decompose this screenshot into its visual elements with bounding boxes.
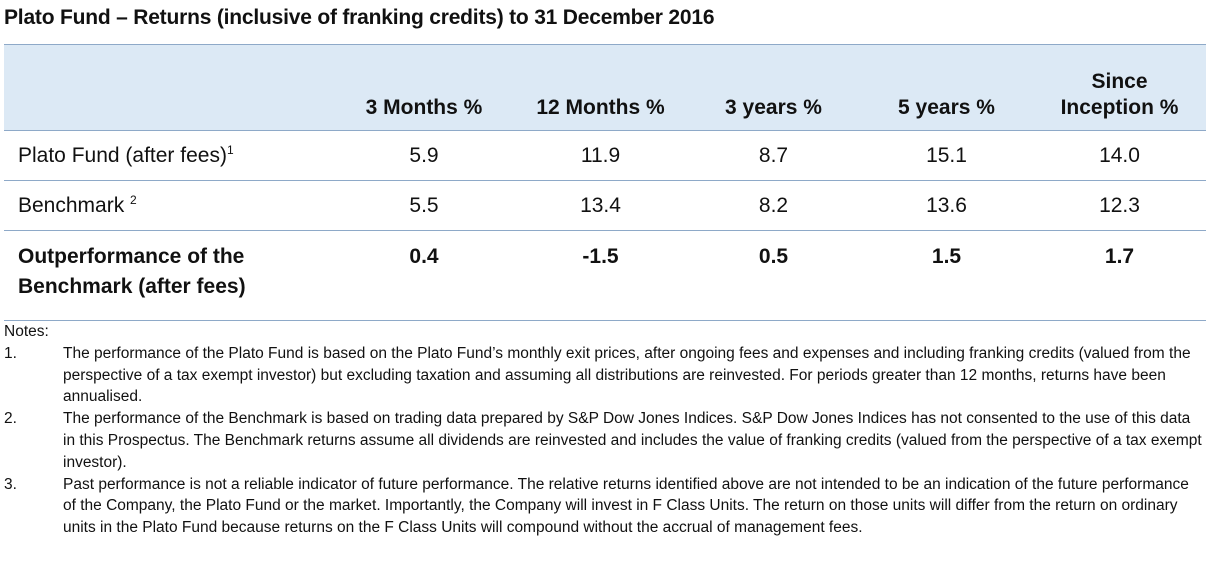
note-text: The performance of the Plato Fund is bas… [63, 344, 1191, 406]
cell-value: 1.5 [931, 245, 962, 268]
page-title: Plato Fund – Returns (inclusive of frank… [4, 6, 715, 29]
header-blank [4, 44, 334, 131]
row-label-benchmark: Benchmark 2 [4, 181, 334, 231]
row-label-line2: Benchmark (after fees) [18, 275, 246, 298]
cell-value: 5.5 [409, 193, 439, 217]
note-item: 1. The performance of the Plato Fund is … [4, 343, 1204, 408]
cell-value: -1.5 [582, 245, 619, 268]
cell-value: 1.7 [1104, 245, 1135, 268]
table-row-benchmark: Benchmark 2 5.5 13.4 8.2 13.6 12.3 [4, 181, 1206, 231]
header-since-line1: Since [1091, 70, 1148, 93]
notes-section: Notes: 1. The performance of the Plato F… [4, 321, 1204, 539]
cell-value: 5.9 [409, 143, 439, 167]
header-5-years: 5 years % [860, 44, 1033, 131]
row-label-outperformance: Outperformance of the Benchmark (after f… [4, 231, 334, 321]
header-12-months: 12 Months % [514, 44, 687, 131]
cell-value: 8.7 [758, 143, 789, 167]
returns-table: 3 Months % 12 Months % 3 years % 5 years… [4, 44, 1206, 321]
note-number: 2. [4, 410, 17, 428]
footnote-ref-2: 2 [130, 192, 137, 207]
header-3-months: 3 Months % [334, 44, 514, 131]
row-label-line1: Outperformance of the [18, 245, 245, 268]
note-text: The performance of the Benchmark is base… [63, 410, 1202, 471]
cell-value: 14.0 [1099, 143, 1140, 167]
note-text: Past performance is not a reliable indic… [63, 475, 1189, 537]
cell-value: 11.9 [580, 143, 621, 167]
cell-value: 12.3 [1099, 193, 1140, 217]
table-row-outperformance: Outperformance of the Benchmark (after f… [4, 231, 1206, 321]
note-item: 3. Past performance is not a reliable in… [4, 474, 1204, 539]
notes-heading: Notes: [4, 323, 49, 340]
row-label-plato-fund: Plato Fund (after fees)1 [4, 131, 334, 181]
row-label-text: Benchmark [18, 193, 131, 217]
row-label-text: Plato Fund (after fees) [18, 143, 227, 167]
cell-value: 8.2 [758, 193, 789, 217]
footnote-ref-1: 1 [226, 142, 234, 157]
table-row-plato-fund: Plato Fund (after fees)1 5.9 11.9 8.7 15… [4, 131, 1206, 181]
note-item: 2. The performance of the Benchmark is b… [4, 408, 1204, 473]
cell-value: 0.5 [758, 245, 789, 268]
cell-value: 0.4 [409, 245, 439, 268]
note-number: 3. [4, 475, 17, 493]
header-3-years: 3 years % [687, 44, 860, 131]
cell-value: 13.6 [926, 193, 967, 217]
cell-value: 15.1 [926, 143, 967, 167]
header-since-inception: Since Inception % [1033, 44, 1206, 131]
table-header-row: 3 Months % 12 Months % 3 years % 5 years… [4, 44, 1206, 131]
header-since-line2: Inception % [1060, 96, 1179, 119]
cell-value: 13.4 [580, 193, 621, 217]
note-number: 1. [4, 344, 17, 362]
